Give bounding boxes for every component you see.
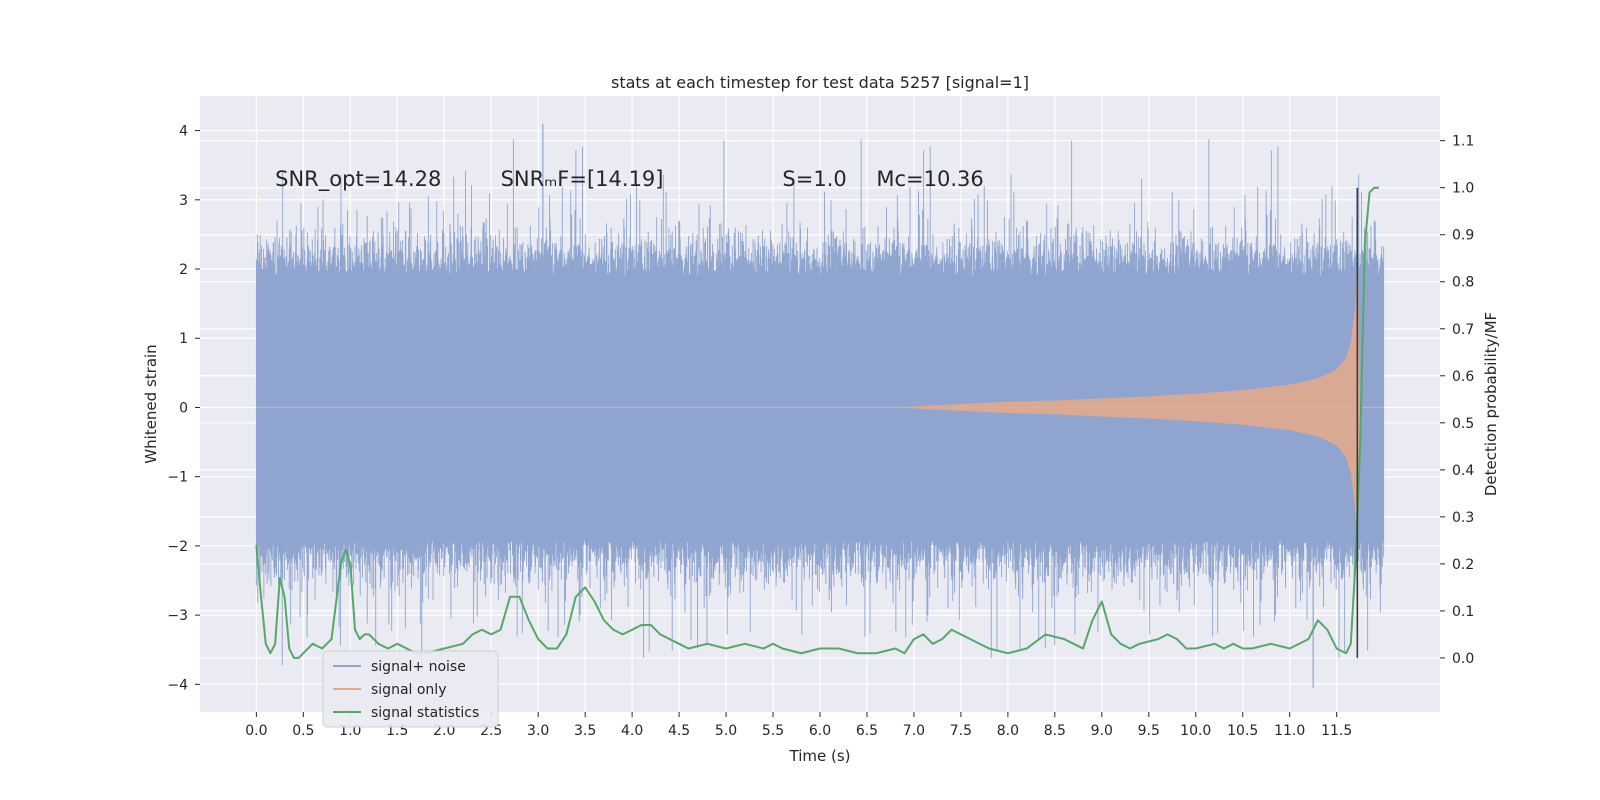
legend-label: signal+ noise [371, 659, 466, 675]
legend: signal+ noise signal only signal statistic… [322, 650, 499, 728]
y-tick-label: −2 [167, 539, 188, 555]
y-axis-left: −4 −3 −2 −1 0 1 2 3 4 [167, 124, 200, 693]
x-tick-label: 0.0 [245, 723, 267, 739]
x-tick-label: 0.5 [292, 723, 314, 739]
y2-tick-label: 0.4 [1452, 463, 1474, 479]
legend-label: signal only [371, 682, 446, 698]
legend-box [322, 650, 499, 728]
x-tick-label: 9.5 [1138, 723, 1160, 739]
y2-tick-label: 0.7 [1452, 322, 1474, 338]
x-tick-label: 11.5 [1321, 723, 1352, 739]
x-tick-label: 9.0 [1091, 723, 1113, 739]
y2-tick-label: 1.1 [1452, 134, 1474, 150]
statistics-line [255, 186, 1379, 659]
x-tick-label: 4.0 [621, 723, 643, 739]
annotation-text: Mᴄ=10.36 [876, 167, 983, 191]
annotation-text: S=1.0 [782, 167, 846, 191]
y2-tick-label: 0.1 [1452, 604, 1474, 620]
y2-tick-label: 1.0 [1452, 181, 1474, 197]
annotations: SNR_opt=14.28 SNRₘF=[14.19] S=1.0 Mᴄ=10.36 [275, 167, 984, 192]
y-axis-label: Whitened strain [142, 344, 160, 463]
x-tick-label: 8.0 [997, 723, 1019, 739]
x-tick-label: 10.0 [1180, 723, 1211, 739]
legend-label: signal statistics [371, 705, 479, 721]
x-tick-label: 8.5 [1044, 723, 1066, 739]
series-signal-only [256, 248, 1384, 567]
x-tick-label: 6.0 [809, 723, 831, 739]
y-tick-label: 1 [179, 331, 188, 347]
x-tick-label: 5.5 [762, 723, 784, 739]
annotation-text: SNRₘF=[14.19] [501, 167, 664, 191]
y2-tick-label: 0.0 [1452, 651, 1474, 667]
y2-axis-label: Detection probability/MF [1482, 312, 1500, 496]
y2-tick-label: 0.5 [1452, 416, 1474, 432]
x-tick-label: 3.5 [574, 723, 596, 739]
chart-title: stats at each timestep for test data 525… [611, 73, 1029, 92]
y2-tick-label: 0.8 [1452, 275, 1474, 291]
x-tick-label: 11.0 [1274, 723, 1305, 739]
y2-tick-label: 0.6 [1452, 369, 1474, 385]
y2-tick-label: 0.2 [1452, 557, 1474, 573]
x-tick-label: 3.0 [527, 723, 549, 739]
x-tick-label: 7.0 [903, 723, 925, 739]
y-tick-label: −3 [167, 608, 188, 624]
y-tick-label: 0 [179, 400, 188, 416]
x-tick-label: 5.0 [715, 723, 737, 739]
y2-tick-label: 0.3 [1452, 510, 1474, 526]
x-tick-label: 6.5 [856, 723, 878, 739]
annotation-text: SNR_opt=14.28 [275, 167, 441, 192]
y2-tick-label: 0.9 [1452, 228, 1474, 244]
y-tick-label: −4 [167, 677, 188, 693]
series-signal-statistics [255, 186, 1379, 659]
x-tick-label: 10.5 [1227, 723, 1258, 739]
y-tick-label: −1 [167, 470, 188, 486]
x-tick-label: 7.5 [950, 723, 972, 739]
y-tick-label: 3 [179, 193, 188, 209]
y-tick-label: 4 [179, 124, 188, 140]
x-tick-label: 4.5 [668, 723, 690, 739]
x-axis-label: Time (s) [789, 747, 851, 765]
y-axis-right: 0.0 0.1 0.2 0.3 0.4 0.5 0.6 0.7 0.8 0.9 1.0 1.1 [1440, 134, 1474, 667]
y-tick-label: 2 [179, 262, 188, 278]
